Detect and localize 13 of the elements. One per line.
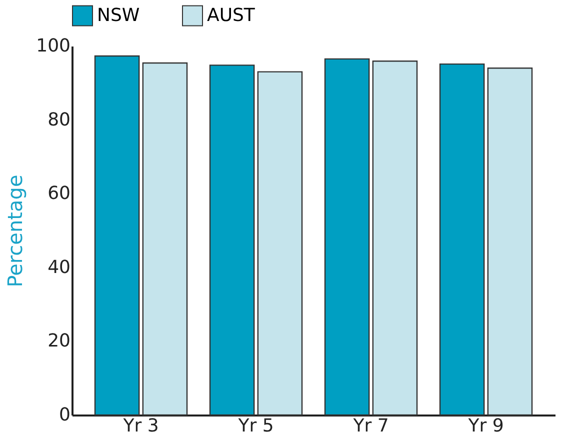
y-tick-label: 60	[48, 183, 70, 204]
y-tick-label: 80	[48, 109, 70, 130]
y-axis-title: Percentage	[3, 174, 28, 288]
x-tick-label: Yr 7	[352, 416, 389, 436]
x-tick-label: Yr 9	[467, 416, 504, 436]
legend-label: AUST	[207, 4, 256, 26]
y-tick-label: 0	[59, 404, 70, 426]
y-tick-label: 100	[36, 36, 70, 56]
y-tick-label: 20	[48, 330, 70, 352]
x-tick-label: Yr 3	[122, 416, 159, 436]
y-tick-label: 40	[48, 256, 70, 278]
x-tick-label: Yr 5	[237, 416, 274, 436]
legend-label: NSW	[97, 4, 140, 26]
